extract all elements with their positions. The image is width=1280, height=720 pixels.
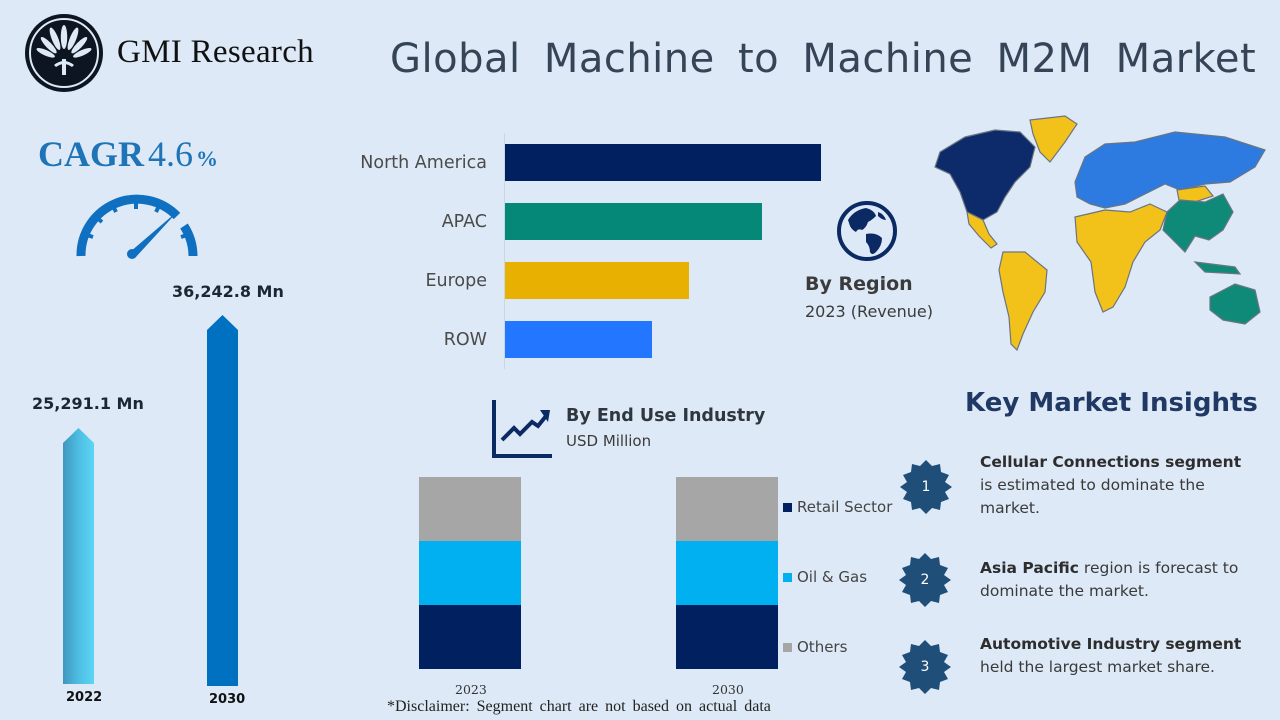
insight-1: Cellular Connections segment is estimate… xyxy=(980,451,1250,520)
legend-label: Retail Sector xyxy=(797,498,893,516)
trend-chart-icon xyxy=(492,400,552,458)
region-label: Europe xyxy=(425,270,487,291)
region-label: APAC xyxy=(441,211,487,232)
region-row-apac: APAC xyxy=(330,203,762,240)
insight-badge-2: 2 xyxy=(898,553,952,607)
globe-icon xyxy=(837,201,897,261)
badge-number: 3 xyxy=(920,659,930,675)
growth-bar-2030 xyxy=(207,315,238,686)
page-title: Global Machine to Machine M2M Market xyxy=(390,36,1257,82)
stacked-bar-2030 xyxy=(676,477,778,669)
segment-retail xyxy=(676,605,778,669)
segment-others xyxy=(676,477,778,541)
brand-name: GMI Research xyxy=(117,34,314,70)
stack-year-2030: 2030 xyxy=(712,682,744,697)
insight-text: is estimated to dominate the market. xyxy=(980,476,1205,517)
region-subtitle: 2023 (Revenue) xyxy=(805,302,933,321)
region-label: North America xyxy=(360,152,487,173)
region-bar-apac xyxy=(505,203,762,240)
cagr-value: 4.6 xyxy=(148,134,193,174)
badge-number: 1 xyxy=(921,479,931,495)
stack-year-2023: 2023 xyxy=(455,682,487,697)
region-row-europe: Europe xyxy=(330,262,689,299)
insight-highlight: Automotive Industry segment xyxy=(980,635,1242,653)
star-badge-icon xyxy=(900,460,952,514)
speedometer-icon xyxy=(76,194,198,259)
disclaimer: *Disclaimer: Segment chart are not based… xyxy=(387,698,771,715)
cagr-stat: CAGR 4.6% xyxy=(38,133,218,175)
legend-swatch xyxy=(783,502,792,512)
stacked-bar-2023 xyxy=(419,477,521,669)
cagr-unit: % xyxy=(196,146,218,171)
enduse-title: By End Use Industry xyxy=(566,406,766,426)
region-label: ROW xyxy=(443,329,487,350)
year-label-2022: 2022 xyxy=(66,690,103,705)
legend-label: Oil & Gas xyxy=(797,568,868,586)
segment-others xyxy=(419,477,521,541)
insight-2: Asia Pacific region is forecast to domin… xyxy=(980,557,1250,603)
segment-oil-gas xyxy=(676,541,778,605)
legend-swatch xyxy=(783,572,792,582)
legend-others: Others xyxy=(783,638,847,656)
growth-bar-2022 xyxy=(63,428,94,684)
value-label-2022: 25,291.1 Mn xyxy=(32,394,144,413)
legend-oil-gas: Oil & Gas xyxy=(783,568,867,586)
region-bar-north-america xyxy=(505,144,821,181)
insight-text: region is forecast to dominate the marke… xyxy=(980,559,1239,600)
region-bar-europe xyxy=(505,262,689,299)
gmi-logo-icon xyxy=(25,14,103,92)
region-row-row: ROW xyxy=(330,321,652,358)
segment-retail xyxy=(419,605,521,669)
insight-badge-3: 3 xyxy=(898,640,952,694)
region-bar-row xyxy=(505,321,652,358)
value-label-2030: 36,242.8 Mn xyxy=(172,282,284,301)
insight-badge-1: 1 xyxy=(899,460,953,514)
region-title: By Region xyxy=(805,273,913,295)
enduse-subtitle: USD Million xyxy=(566,432,652,450)
badge-number: 2 xyxy=(920,572,930,588)
legend-retail-sector: Retail Sector xyxy=(783,498,892,516)
insights-title: Key Market Insights xyxy=(965,388,1258,418)
insight-highlight: Asia Pacific xyxy=(980,559,1079,577)
insight-3: Automotive Industry segment held the lar… xyxy=(980,633,1242,679)
insight-highlight: Cellular Connections segment xyxy=(980,453,1242,471)
world-map xyxy=(934,115,1266,352)
legend-label: Others xyxy=(797,638,848,656)
star-badge-icon xyxy=(899,640,951,694)
segment-oil-gas xyxy=(419,541,521,605)
insight-text: held the largest market share. xyxy=(980,658,1215,676)
region-row-north-america: North America xyxy=(330,144,821,181)
year-label-2030: 2030 xyxy=(209,692,246,707)
region-chart-axis xyxy=(504,133,505,369)
cagr-label: CAGR xyxy=(38,134,144,174)
legend-swatch xyxy=(783,642,792,652)
star-badge-icon xyxy=(899,553,951,607)
